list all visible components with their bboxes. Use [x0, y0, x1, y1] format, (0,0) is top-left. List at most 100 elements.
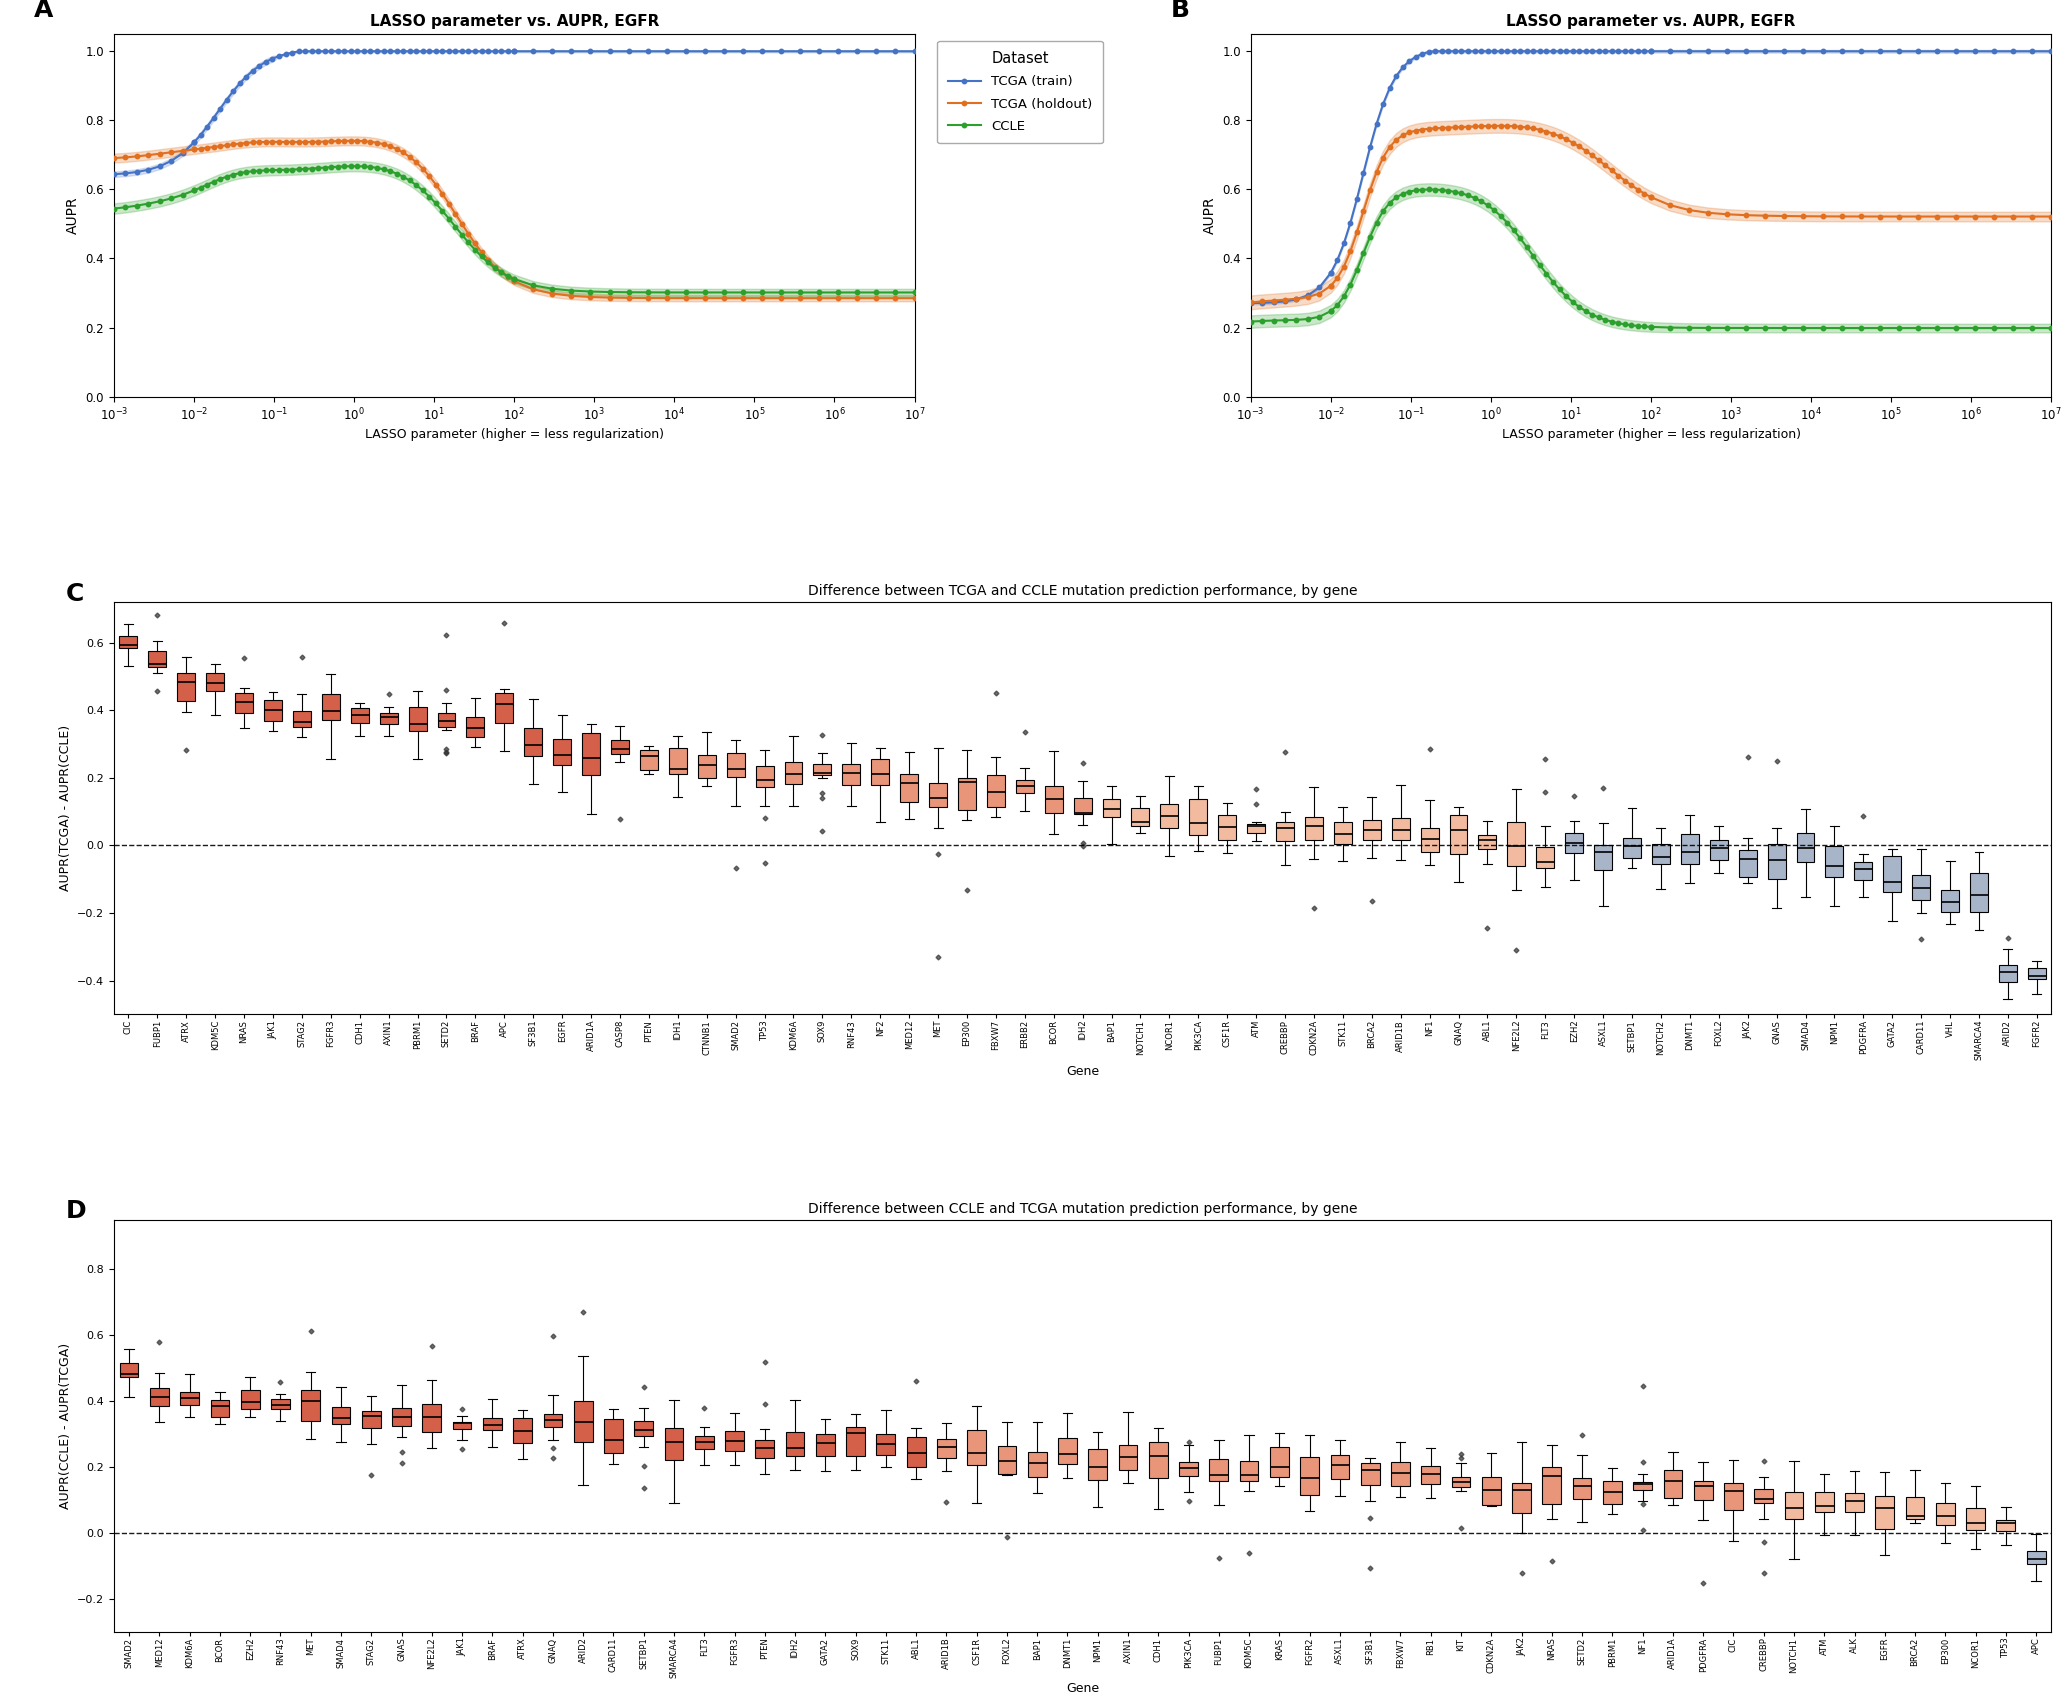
PathPatch shape	[514, 1418, 533, 1443]
PathPatch shape	[785, 1431, 804, 1455]
Line: TCGA (train): TCGA (train)	[112, 49, 916, 177]
PathPatch shape	[1239, 1460, 1258, 1481]
PathPatch shape	[1247, 824, 1266, 833]
PathPatch shape	[1479, 835, 1496, 848]
TCGA	[1502, 219, 1527, 240]
TCGA (holdout)	[365, 133, 390, 153]
PathPatch shape	[1015, 780, 1034, 792]
PathPatch shape	[928, 784, 947, 808]
PathPatch shape	[332, 1406, 350, 1425]
PathPatch shape	[495, 694, 514, 722]
PathPatch shape	[483, 1418, 501, 1430]
PathPatch shape	[423, 1404, 441, 1431]
PathPatch shape	[1513, 1482, 1531, 1513]
PathPatch shape	[1028, 1452, 1046, 1477]
Y-axis label: AUPR: AUPR	[1204, 197, 1216, 235]
TCGA	[1867, 318, 1892, 338]
PathPatch shape	[207, 673, 224, 692]
PathPatch shape	[271, 1399, 290, 1409]
CCLE (holdout)	[1587, 150, 1612, 170]
PathPatch shape	[640, 750, 657, 770]
PathPatch shape	[363, 1411, 381, 1428]
PathPatch shape	[1680, 833, 1699, 864]
PathPatch shape	[1573, 1477, 1591, 1499]
PathPatch shape	[1218, 814, 1237, 840]
PathPatch shape	[180, 1392, 199, 1406]
TCGA	[1627, 316, 1651, 337]
PathPatch shape	[1693, 1481, 1714, 1501]
TCGA (holdout)	[468, 241, 493, 262]
PathPatch shape	[234, 694, 253, 712]
Line: TCGA (holdout): TCGA (holdout)	[112, 139, 916, 301]
PathPatch shape	[1330, 1455, 1349, 1479]
CCLE (train)	[1886, 41, 1910, 61]
PathPatch shape	[1305, 818, 1322, 840]
PathPatch shape	[698, 755, 715, 777]
CCLE (train)	[1239, 292, 1264, 313]
Text: D: D	[66, 1200, 87, 1224]
TCGA (train)	[468, 41, 493, 61]
PathPatch shape	[876, 1435, 895, 1455]
PathPatch shape	[1966, 1508, 1985, 1530]
PathPatch shape	[2028, 967, 2045, 979]
TCGA (holdout)	[338, 131, 363, 151]
PathPatch shape	[1102, 799, 1121, 818]
CCLE	[102, 199, 126, 219]
CCLE	[901, 282, 926, 303]
PathPatch shape	[605, 1420, 624, 1454]
PathPatch shape	[149, 651, 166, 666]
Y-axis label: AUPR: AUPR	[66, 197, 81, 235]
TCGA (train)	[901, 41, 926, 61]
PathPatch shape	[756, 767, 773, 787]
PathPatch shape	[452, 1421, 472, 1430]
PathPatch shape	[120, 636, 137, 648]
TCGA (train)	[365, 41, 390, 61]
TCGA	[2039, 318, 2064, 338]
PathPatch shape	[669, 748, 686, 774]
Line: TCGA: TCGA	[1249, 187, 2053, 330]
PathPatch shape	[1651, 845, 1670, 864]
PathPatch shape	[1421, 828, 1438, 852]
CCLE	[344, 156, 369, 177]
PathPatch shape	[1767, 843, 1786, 879]
PathPatch shape	[321, 694, 340, 719]
TCGA (train)	[443, 41, 468, 61]
X-axis label: Gene: Gene	[1067, 1064, 1098, 1078]
PathPatch shape	[1970, 874, 1987, 911]
PathPatch shape	[908, 1436, 926, 1467]
CCLE (holdout)	[1606, 165, 1631, 185]
PathPatch shape	[300, 1389, 319, 1421]
PathPatch shape	[1179, 1462, 1198, 1476]
PathPatch shape	[1846, 1493, 1865, 1511]
PathPatch shape	[1622, 838, 1641, 858]
X-axis label: LASSO parameter (higher = less regularization): LASSO parameter (higher = less regulariz…	[1502, 428, 1801, 442]
PathPatch shape	[1421, 1465, 1440, 1484]
PathPatch shape	[392, 1408, 410, 1426]
PathPatch shape	[611, 741, 630, 753]
CCLE	[450, 224, 474, 245]
TCGA	[1587, 308, 1612, 328]
PathPatch shape	[1088, 1448, 1106, 1481]
CCLE (train)	[1579, 41, 1604, 61]
TCGA (train)	[489, 41, 514, 61]
X-axis label: Gene: Gene	[1067, 1683, 1098, 1695]
PathPatch shape	[1044, 785, 1063, 813]
CCLE	[443, 216, 468, 236]
PathPatch shape	[1361, 1464, 1380, 1486]
PathPatch shape	[694, 1436, 713, 1448]
PathPatch shape	[870, 760, 889, 785]
PathPatch shape	[1912, 876, 1931, 899]
Text: C: C	[66, 581, 83, 605]
PathPatch shape	[1604, 1481, 1622, 1504]
TCGA	[1579, 304, 1604, 325]
PathPatch shape	[1189, 799, 1208, 835]
PathPatch shape	[1875, 1496, 1894, 1528]
PathPatch shape	[899, 775, 918, 802]
CCLE (holdout)	[1886, 206, 1910, 226]
TCGA (holdout)	[489, 262, 514, 282]
PathPatch shape	[756, 1440, 775, 1459]
PathPatch shape	[149, 1387, 168, 1406]
PathPatch shape	[211, 1399, 230, 1416]
PathPatch shape	[1363, 821, 1380, 840]
PathPatch shape	[1796, 833, 1815, 862]
